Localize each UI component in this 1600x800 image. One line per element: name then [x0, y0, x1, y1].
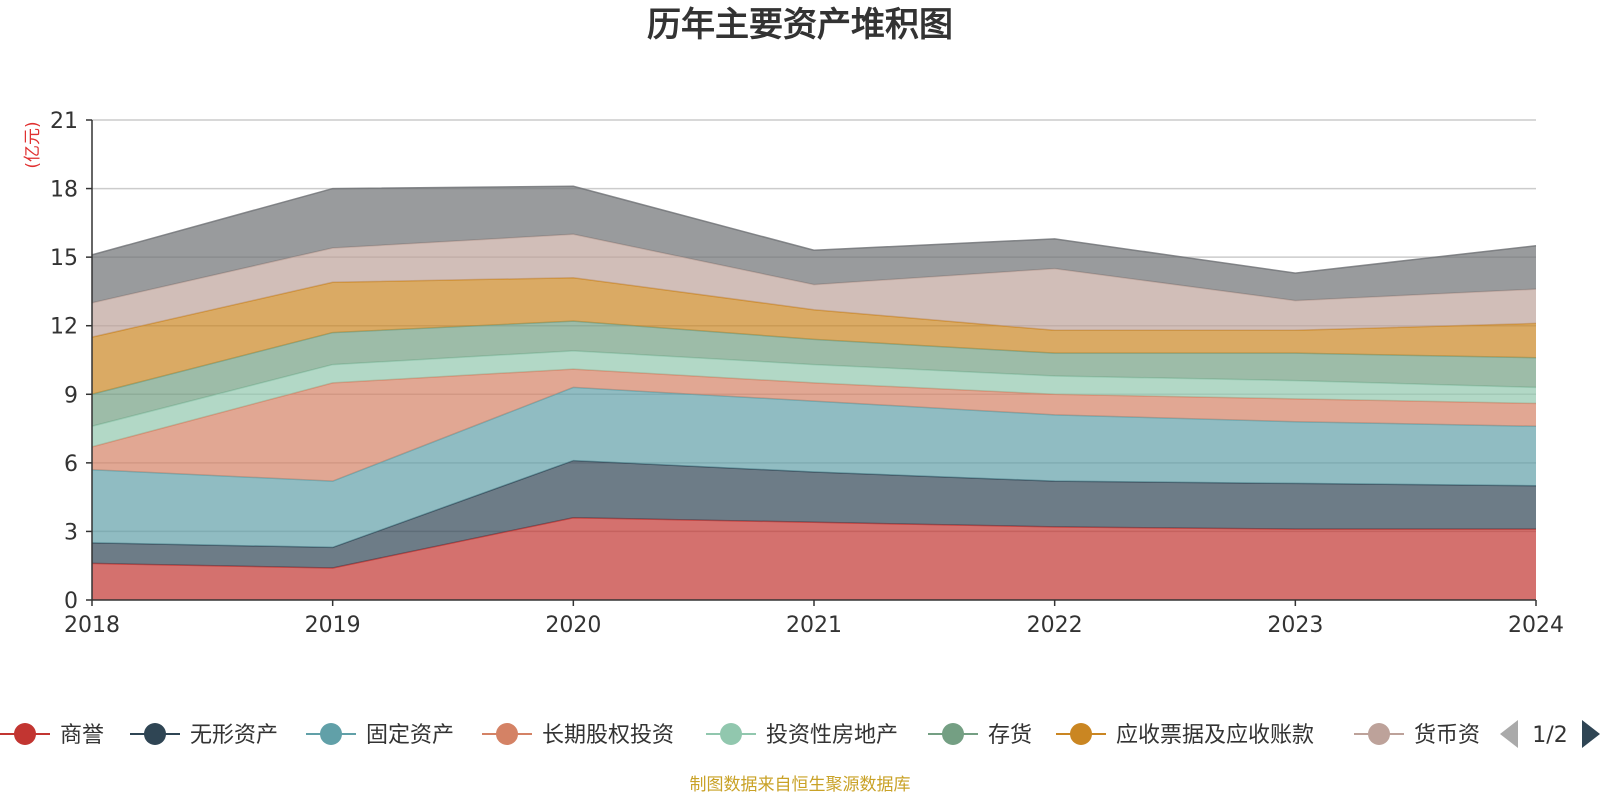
- axes: 0 3 6 9 12 15 18 21 2018 2019 2020 2021 2022 2023 2024: [50, 109, 1564, 638]
- legend-pager: 1/2: [1500, 720, 1600, 748]
- legend-label: 长期股权投资: [542, 723, 674, 748]
- legend-item[interactable]: 无形资产: [130, 723, 278, 748]
- area-series-7: [92, 277, 1536, 395]
- x-tick-label: 2019: [305, 613, 361, 638]
- data-source-note: 制图数据来自恒生聚源数据库: [690, 775, 911, 795]
- legend-item[interactable]: 投资性房地产: [706, 723, 898, 748]
- legend-item[interactable]: 存货: [928, 723, 1032, 748]
- legend-item[interactable]: 长期股权投资: [482, 723, 674, 748]
- y-tick-label: 12: [50, 315, 78, 340]
- legend-label: 无形资产: [190, 723, 278, 748]
- x-tick-label: 2021: [786, 613, 842, 638]
- legend-item[interactable]: 货币资: [1354, 723, 1480, 748]
- legend-marker-icon: [320, 723, 342, 745]
- chart-title: 历年主要资产堆积图: [647, 5, 953, 45]
- y-tick-label: 9: [64, 383, 78, 408]
- area-series-5: [92, 350, 1536, 447]
- legend-marker-icon: [1368, 723, 1390, 745]
- legend-page-indicator: 1/2: [1532, 723, 1567, 748]
- series-line-9: [91, 185, 1537, 274]
- y-tick-label: 18: [50, 178, 78, 203]
- legend-label: 货币资: [1414, 723, 1480, 748]
- legend-marker-icon: [720, 723, 742, 745]
- area-series-6: [92, 321, 1536, 427]
- y-tick-label: 21: [50, 109, 78, 134]
- x-tick-label: 2023: [1267, 613, 1323, 638]
- legend-label: 应收票据及应收账款: [1116, 723, 1314, 748]
- legend-label: 存货: [988, 723, 1032, 748]
- legend-marker-icon: [144, 723, 166, 745]
- legend-prev-arrow-icon[interactable]: [1500, 720, 1518, 748]
- area-series-9: [92, 186, 1536, 303]
- legend-marker-icon: [1070, 723, 1092, 745]
- x-tick-label: 2018: [64, 613, 120, 638]
- y-tick-label: 3: [64, 520, 78, 545]
- legend-marker-icon: [496, 723, 518, 745]
- legend-marker-icon: [14, 723, 36, 745]
- area-series-8: [92, 234, 1536, 338]
- legend-item[interactable]: 应收票据及应收账款: [1056, 723, 1314, 748]
- legend-item[interactable]: 固定资产: [306, 723, 454, 748]
- x-tick-label: 2020: [545, 613, 601, 638]
- area-series: [91, 185, 1537, 600]
- series-line-1: [91, 516, 1536, 569]
- legend-item[interactable]: 商誉: [0, 723, 104, 748]
- area-series-2: [92, 460, 1536, 568]
- legend-label: 商誉: [60, 723, 104, 748]
- y-tick-label: 6: [64, 452, 78, 477]
- x-tick-label: 2024: [1508, 613, 1564, 638]
- x-tick-label: 2022: [1027, 613, 1083, 638]
- legend: 商誉 无形资产 固定资产 长期股权投资 投资性房地产 存货 应收票据及应收账款 货币资: [0, 723, 1480, 748]
- legend-next-arrow-icon[interactable]: [1582, 720, 1600, 748]
- y-axis-unit-label: (亿元): [23, 121, 43, 168]
- legend-label: 投资性房地产: [766, 723, 898, 748]
- area-series-1: [92, 517, 1536, 600]
- legend-label: 固定资产: [366, 723, 454, 748]
- legend-marker-icon: [942, 723, 964, 745]
- y-tick-label: 0: [64, 589, 78, 614]
- y-tick-label: 15: [50, 246, 78, 271]
- area-series-3: [92, 387, 1536, 548]
